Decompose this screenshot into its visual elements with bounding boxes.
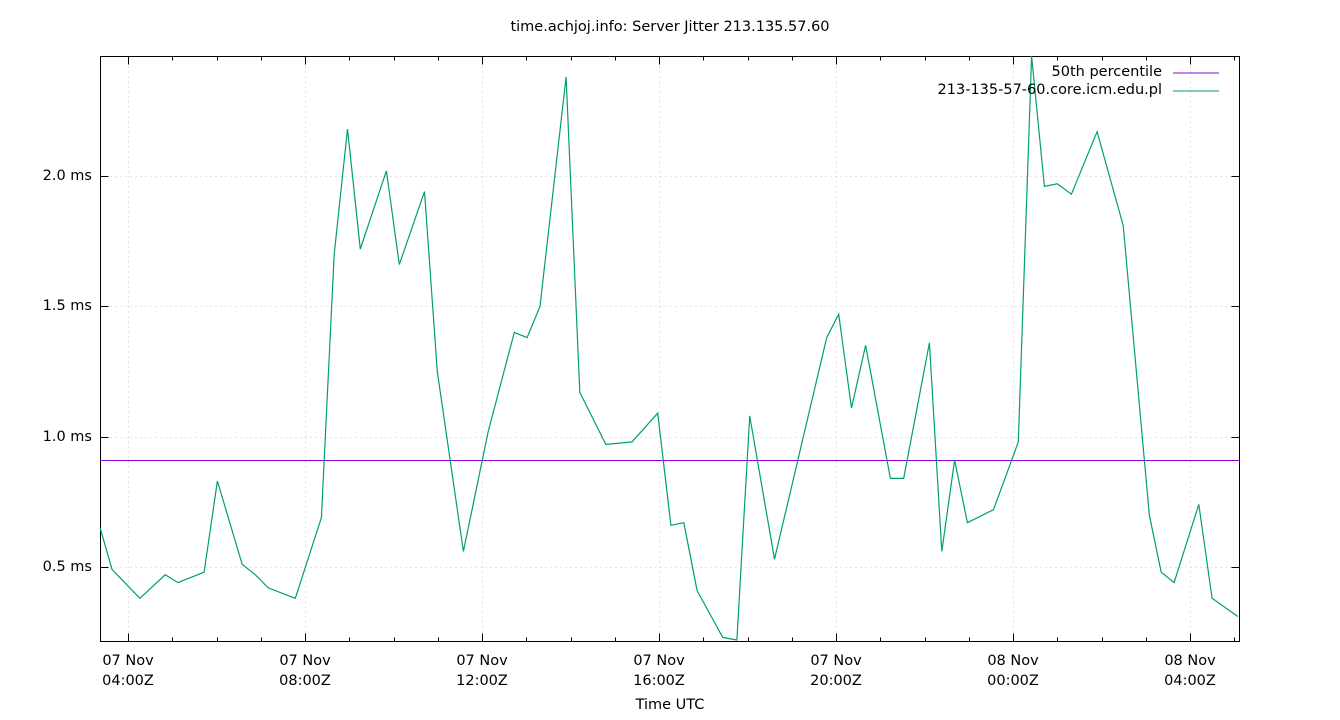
x-tick-label: 07 Nov 08:00Z	[260, 651, 350, 691]
chart-title: time.achjoj.info: Server Jitter 213.135.…	[510, 19, 830, 35]
x-tick-time: 20:00Z	[810, 673, 862, 689]
grid-lines	[100, 56, 1240, 642]
x-tick-time: 08:00Z	[279, 673, 331, 689]
x-tick-time: 00:00Z	[987, 673, 1039, 689]
x-tick-label: 08 Nov 04:00Z	[1145, 651, 1235, 691]
x-axis-title: Time UTC	[635, 697, 705, 713]
x-tick-time: 12:00Z	[456, 673, 508, 689]
legend-label-series: 213-135-57-60.core.icm.edu.pl	[937, 82, 1162, 98]
x-tick-date: 07 Nov	[810, 653, 862, 669]
series-line	[99, 56, 1239, 641]
x-tick-date: 07 Nov	[633, 653, 685, 669]
x-tick-time: 04:00Z	[102, 673, 154, 689]
y-tick-label: 1.0 ms	[42, 428, 92, 445]
y-tick-label: 1.5 ms	[42, 298, 92, 315]
x-tick-label: 07 Nov 20:00Z	[791, 651, 881, 691]
y-tick-label: 0.5 ms	[42, 559, 92, 575]
plot-frame	[100, 56, 1240, 642]
axis-ticks	[100, 56, 1240, 642]
x-tick-label: 08 Nov 00:00Z	[968, 651, 1058, 691]
x-tick-time: 04:00Z	[1164, 673, 1216, 689]
x-tick-date: 08 Nov	[987, 653, 1039, 669]
y-tick-label: 2.0 ms	[42, 168, 92, 184]
legend	[1173, 72, 1219, 92]
x-tick-label: 07 Nov 16:00Z	[614, 651, 704, 691]
x-tick-date: 07 Nov	[279, 653, 331, 669]
x-tick-date: 07 Nov	[102, 653, 154, 669]
x-tick-label: 07 Nov 12:00Z	[437, 651, 527, 691]
legend-label-median: 50th percentile	[1051, 64, 1162, 80]
x-tick-time: 16:00Z	[633, 673, 685, 689]
x-tick-date: 07 Nov	[456, 653, 508, 669]
x-tick-label: 07 Nov 04:00Z	[83, 651, 173, 691]
x-tick-date: 08 Nov	[1164, 653, 1216, 669]
